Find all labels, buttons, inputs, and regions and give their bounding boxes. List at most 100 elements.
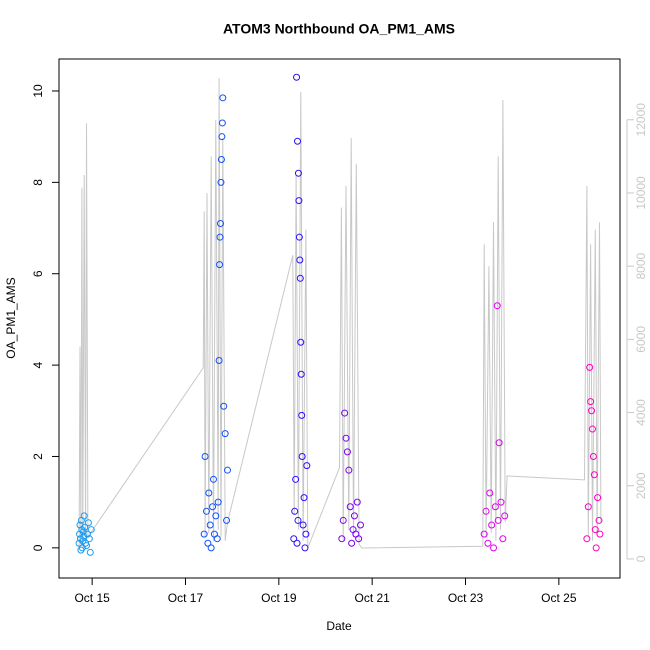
data-point bbox=[292, 475, 300, 483]
y-axis-label: OA_PM1_AMS bbox=[4, 277, 18, 358]
data-point bbox=[297, 370, 305, 378]
plot-box bbox=[58, 58, 621, 579]
data-point bbox=[486, 489, 494, 497]
y-tick-label: 10 bbox=[31, 84, 45, 98]
data-point bbox=[303, 462, 311, 470]
data-point bbox=[216, 261, 224, 269]
data-point bbox=[207, 544, 215, 552]
data-point bbox=[298, 452, 306, 460]
data-point bbox=[213, 535, 221, 543]
data-point bbox=[84, 519, 92, 527]
data-point bbox=[300, 494, 308, 502]
data-point bbox=[217, 178, 225, 186]
data-point bbox=[200, 530, 208, 538]
data-point bbox=[353, 498, 361, 506]
data-point bbox=[209, 475, 217, 483]
data-point bbox=[291, 507, 299, 515]
data-point bbox=[343, 448, 351, 456]
data-point bbox=[201, 452, 209, 460]
data-point bbox=[357, 521, 365, 529]
data-point bbox=[587, 398, 595, 406]
data-point bbox=[484, 539, 492, 547]
data-point bbox=[296, 274, 304, 282]
data-point bbox=[85, 535, 93, 543]
data-point bbox=[218, 133, 226, 141]
data-point bbox=[302, 530, 310, 538]
data-point bbox=[217, 156, 225, 164]
data-point bbox=[495, 439, 503, 447]
data-point bbox=[345, 466, 353, 474]
data-point bbox=[589, 452, 597, 460]
data-point bbox=[494, 516, 502, 524]
y-tick-label: 0 bbox=[31, 544, 45, 551]
y2-tick-label: 2000 bbox=[634, 472, 648, 499]
y-tick-label: 4 bbox=[31, 361, 45, 368]
y2-tick-label: 8000 bbox=[634, 252, 648, 279]
data-point bbox=[482, 507, 490, 515]
y-tick-label: 8 bbox=[31, 179, 45, 186]
data-point bbox=[596, 530, 604, 538]
x-tick-label: Oct 15 bbox=[74, 591, 110, 605]
data-point bbox=[294, 516, 302, 524]
data-point bbox=[221, 430, 229, 438]
data-point bbox=[220, 402, 228, 410]
data-point bbox=[290, 535, 298, 543]
data-point bbox=[348, 539, 356, 547]
x-tick-label: Oct 25 bbox=[541, 591, 577, 605]
data-point bbox=[223, 516, 231, 524]
data-point bbox=[592, 544, 600, 552]
y2-tick-label: 12000 bbox=[634, 103, 648, 137]
data-point bbox=[83, 530, 91, 538]
data-point bbox=[293, 73, 301, 81]
x-tick-label: Oct 23 bbox=[448, 591, 484, 605]
x-tick-label: Oct 19 bbox=[261, 591, 297, 605]
data-point bbox=[209, 503, 217, 511]
x-tick-label: Oct 21 bbox=[354, 591, 390, 605]
data-point bbox=[80, 512, 88, 520]
data-point bbox=[301, 544, 309, 552]
data-point bbox=[212, 512, 220, 520]
y-tick-label: 6 bbox=[31, 270, 45, 277]
data-point bbox=[493, 302, 501, 310]
data-point bbox=[296, 256, 304, 264]
data-point bbox=[497, 498, 505, 506]
data-point bbox=[294, 169, 302, 177]
y2-tick-label: 6000 bbox=[634, 326, 648, 353]
data-point bbox=[87, 526, 95, 534]
x-axis-label: Date bbox=[326, 619, 352, 633]
data-point bbox=[491, 503, 499, 511]
data-point bbox=[346, 503, 354, 511]
data-point bbox=[206, 521, 214, 529]
data-point bbox=[293, 539, 301, 547]
data-point bbox=[490, 544, 498, 552]
chart-title: ATOM3 Northbound OA_PM1_AMS bbox=[223, 21, 455, 37]
y2-tick-label: 0 bbox=[634, 555, 648, 562]
data-point bbox=[299, 521, 307, 529]
data-point bbox=[295, 233, 303, 241]
data-point bbox=[350, 512, 358, 520]
y2-tick-label: 10000 bbox=[634, 176, 648, 210]
data-point bbox=[78, 544, 86, 552]
data-point bbox=[488, 521, 496, 529]
data-point bbox=[293, 137, 301, 145]
data-point bbox=[590, 471, 598, 479]
data-point bbox=[595, 516, 603, 524]
data-point bbox=[204, 539, 212, 547]
data-point bbox=[205, 489, 213, 497]
x-tick-label: Oct 17 bbox=[168, 591, 204, 605]
data-point bbox=[83, 542, 91, 550]
data-point bbox=[338, 535, 346, 543]
data-point bbox=[79, 528, 87, 536]
data-point bbox=[583, 535, 591, 543]
data-point bbox=[216, 233, 224, 241]
data-point bbox=[501, 512, 509, 520]
data-point bbox=[219, 94, 227, 102]
data-point bbox=[584, 503, 592, 511]
data-point bbox=[214, 498, 222, 506]
data-point bbox=[223, 466, 231, 474]
data-point bbox=[499, 535, 507, 543]
data-point bbox=[216, 219, 224, 227]
data-point bbox=[297, 338, 305, 346]
data-point bbox=[218, 119, 226, 127]
data-point bbox=[586, 363, 594, 371]
